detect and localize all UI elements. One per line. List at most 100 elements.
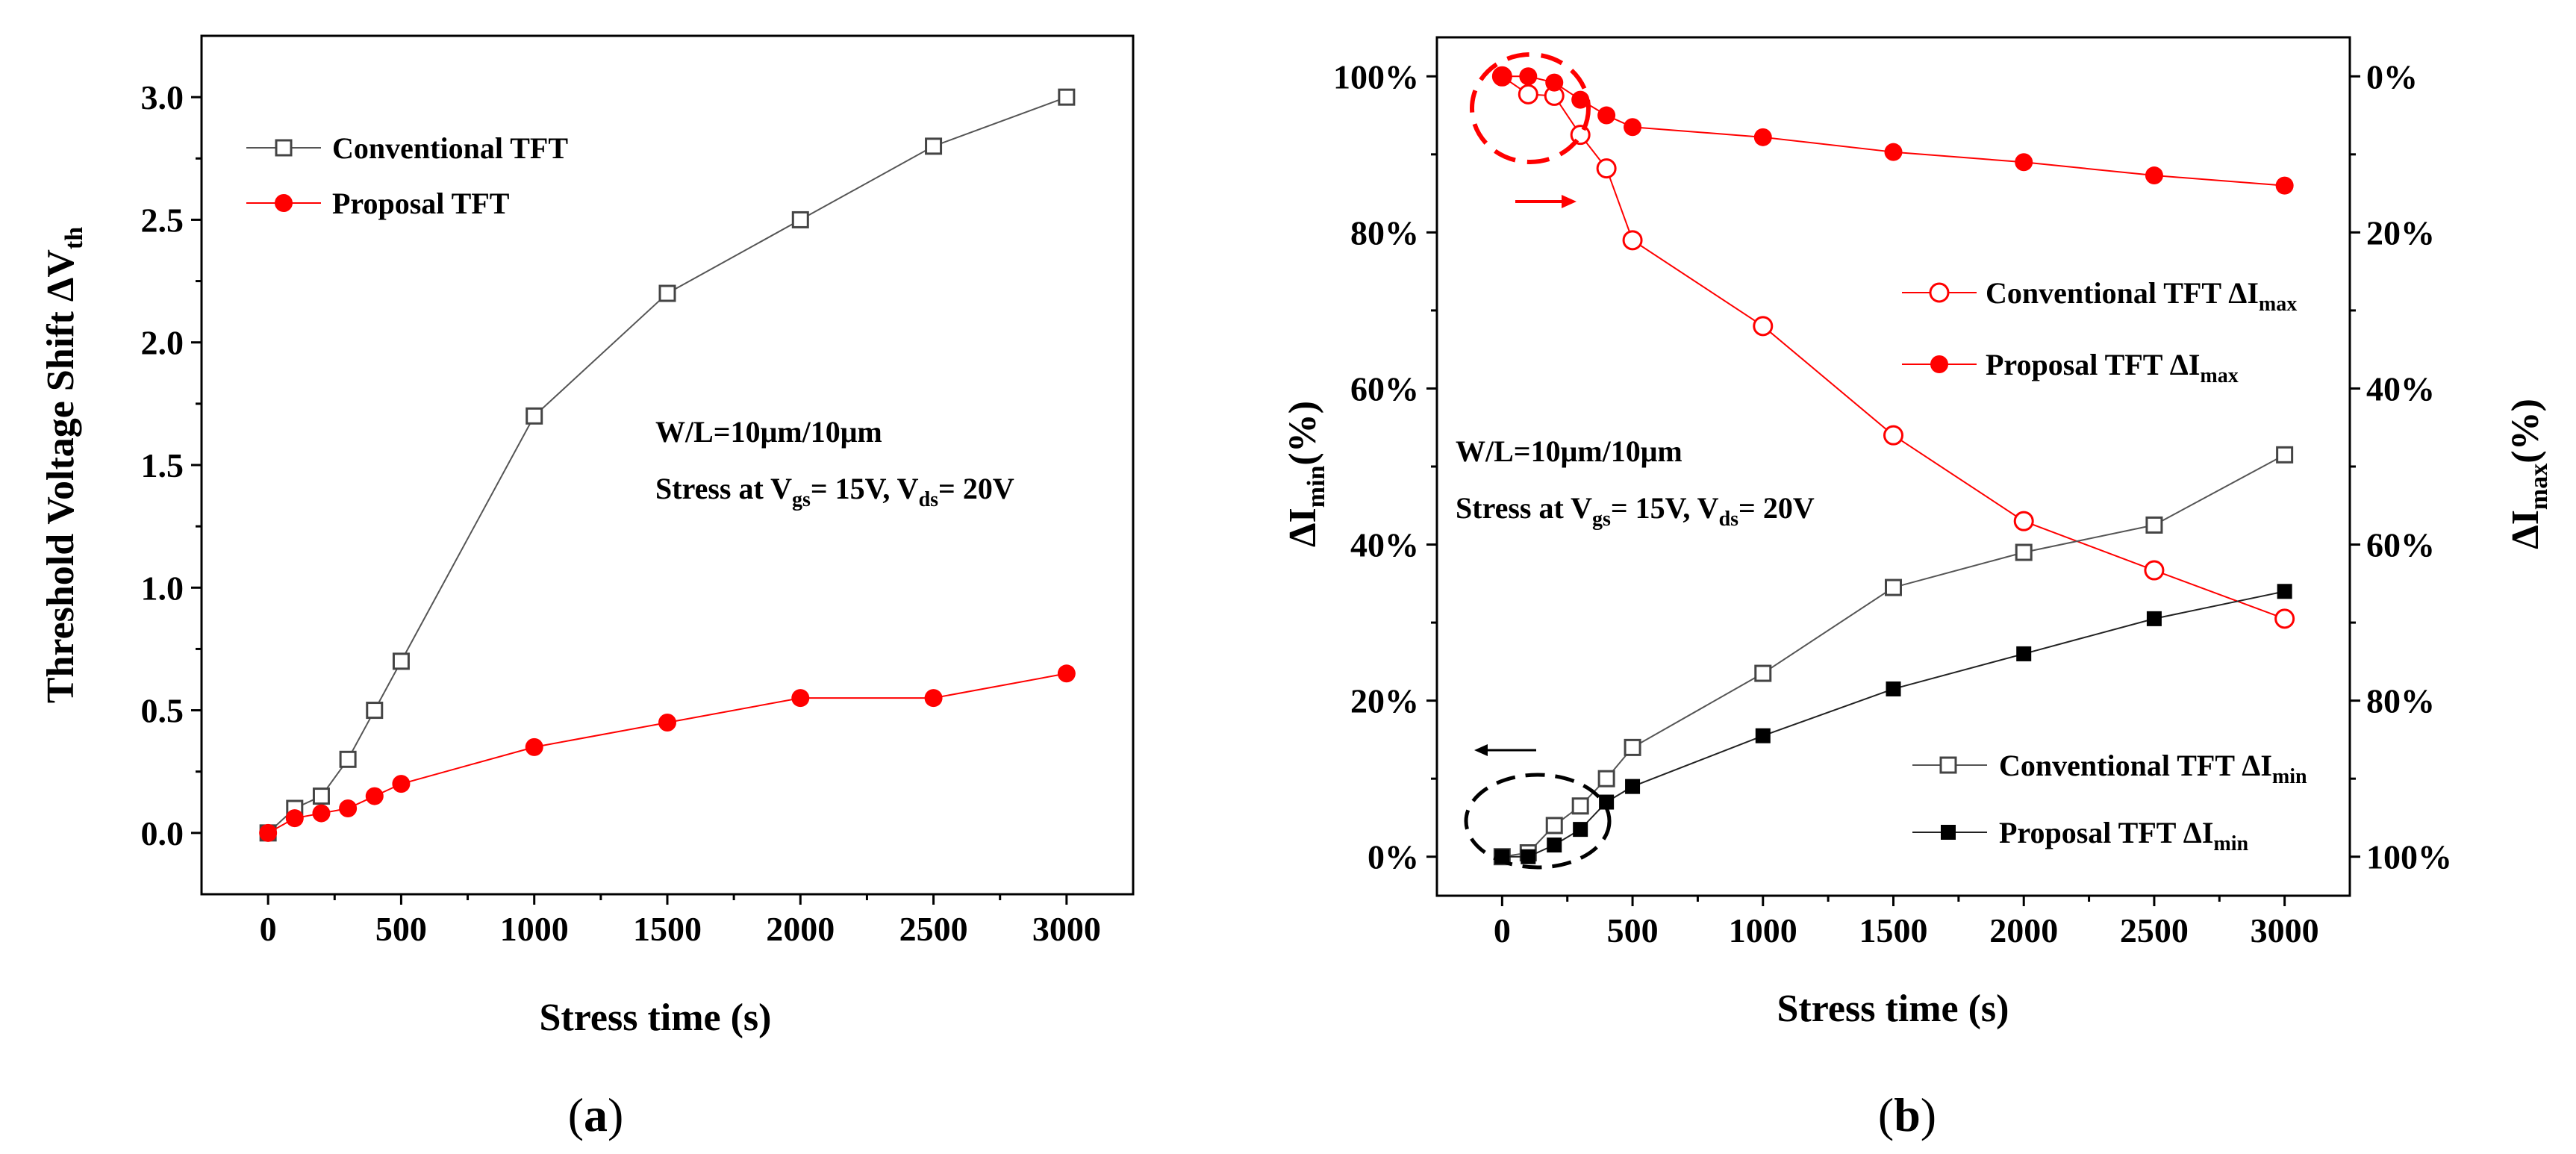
- panel-b-series-2-point: [1545, 817, 1563, 835]
- panel-a-series-0-point: [339, 750, 357, 768]
- panel-b-x-tick-label: 1500: [1859, 911, 1928, 949]
- panel-b-series-2-point: [1754, 664, 1772, 682]
- panel-a-y-tick-label: 0.5: [141, 692, 184, 730]
- panel-b-series-1-point: [1597, 106, 1616, 125]
- legend-conventional-marker: [275, 139, 293, 157]
- panel-b-annotation-line2: Stress at Vgs= 15V, Vds= 20V: [1456, 491, 1815, 531]
- panel-b-legend-max: Conventional TFT ΔImax Proposal TFT ΔIma…: [1902, 276, 2297, 387]
- panel-a-x-tick-label: 500: [375, 910, 427, 948]
- legend-prop-min-label: Proposal TFT ΔImin: [1999, 816, 2248, 855]
- panel-b-series-0-point: [1518, 84, 1538, 105]
- panel-b-series-1-point: [2275, 176, 2294, 195]
- panel-a-series-0-point: [658, 284, 676, 302]
- panel-a-series-0-point: [392, 652, 410, 670]
- panel-b-left-y-tick-label: 80%: [1350, 213, 1419, 252]
- panel-b-series-3-point: [1521, 849, 1536, 864]
- panel-a-series-0-point: [526, 407, 543, 425]
- legend-conv-max-marker: [1929, 282, 1950, 303]
- panel-a-series-1-point: [339, 799, 358, 817]
- panel-b-series-1-point: [2015, 153, 2033, 172]
- panel-b-series-2-point: [1597, 770, 1615, 787]
- panel-b-series-1-point: [1493, 67, 1512, 86]
- panel-b-right-y-tick-label: 100%: [2366, 838, 2452, 876]
- panel-b-legend-min: Conventional TFT ΔImin Proposal TFT ΔImi…: [1912, 749, 2307, 855]
- panel-a-series-1-point: [392, 775, 411, 793]
- panel-b-series-0-point: [1596, 158, 1617, 179]
- legend-conventional-label: Conventional TFT: [332, 131, 568, 165]
- panel-b-right-y-tick-label: 0%: [2366, 57, 2418, 96]
- panel-b-left-y-tick-label: 0%: [1367, 838, 1419, 876]
- panel-b-series-0-point: [2274, 608, 2295, 629]
- panel-a-y-tick-label: 2.0: [141, 324, 184, 362]
- panel-b-series-2-point: [1571, 797, 1589, 815]
- panel-a-series-1-point: [285, 809, 304, 828]
- panel-b-series-1-point: [1884, 143, 1903, 161]
- panel-b-series: [1491, 66, 2295, 866]
- panel-b-left-y-tick-label: 20%: [1350, 682, 1419, 720]
- panel-a-annotation-line1: W/L=10μm/10μm: [655, 415, 882, 449]
- panel-b-series-2-point: [1624, 738, 1641, 756]
- panel-b-series-3-point: [1886, 681, 1901, 696]
- legend-proposal-label: Proposal TFT: [332, 187, 510, 220]
- panel-a-label: (a): [568, 1088, 624, 1141]
- panel-a-series-1-point: [525, 737, 543, 756]
- panel-b-x-tick-label: 500: [1607, 911, 1659, 949]
- panel-a-series-0-point: [791, 210, 809, 228]
- panel-a-series-1-point: [312, 804, 331, 823]
- panel-b-series-3-point: [1599, 794, 1615, 810]
- panel-b-right-y-tick-label: 40%: [2366, 369, 2435, 408]
- panel-a-y-tick-label: 1.5: [141, 446, 184, 484]
- panel-a-y-axis-title: Threshold Voltage Shift ΔVth: [40, 227, 88, 703]
- panel-b-x-axis-title: Stress time (s): [1777, 988, 2009, 1030]
- panel-a-series-0-point: [925, 137, 943, 155]
- panel-b-series-0-point: [2013, 511, 2034, 531]
- panel-b-x-tick-label: 2500: [2120, 911, 2189, 949]
- legend-prop-min-marker: [1941, 825, 1956, 840]
- panel-a-y-tick-label: 2.5: [141, 201, 184, 239]
- red-right-arrow: [1515, 195, 1577, 208]
- legend-prop-max-marker: [1930, 355, 1948, 373]
- panel-b-series-3-point: [2016, 646, 2032, 661]
- panel-a-y-tick-label: 1.0: [141, 569, 184, 607]
- panel-b-series-2-point: [2145, 516, 2163, 534]
- panel-b-right-y-tick-label: 80%: [2366, 682, 2435, 720]
- panel-b-series-1-point: [1571, 90, 1590, 109]
- panel-a-series-1-point: [365, 787, 384, 805]
- panel-a-x-tick-label: 1500: [633, 910, 702, 948]
- panel-b-left-y-ticks: 0% 20% 40% 60% 80% 100%: [1333, 57, 1437, 876]
- panel-a-x-tick-label: 3000: [1032, 910, 1101, 948]
- panel-b-left-y-tick-label: 60%: [1350, 369, 1419, 408]
- panel-a-series-1-point: [658, 714, 676, 732]
- panel-a-x-tick-label: 0: [260, 910, 277, 948]
- panel-a-x-axis-title: Stress time (s): [540, 997, 772, 1039]
- panel-b-x-tick-label: 0: [1494, 911, 1511, 949]
- black-dashed-ellipse: [1464, 773, 1612, 870]
- legend-proposal-marker: [275, 194, 293, 212]
- panel-b-series-1-point: [1519, 67, 1538, 86]
- panel-a-x-tick-label: 2500: [899, 910, 968, 948]
- panel-b-series-1-point: [1753, 128, 1772, 146]
- panel-b-x-ticks: 0 500 1000 1500 2000 2500 3000: [1494, 896, 2319, 949]
- panel-b-series-1-line: [1502, 75, 2285, 187]
- panel-a-y-ticks: 0.0 0.5 1.0 1.5 2.0 2.5 3.0: [141, 78, 202, 852]
- panel-a-annotation-line2: Stress at Vgs= 15V, Vds= 20V: [655, 472, 1014, 511]
- panel-a-series-0-point: [366, 702, 384, 720]
- panel-b-series-1-point: [2145, 166, 2163, 185]
- panel-b-series-3-point: [1547, 838, 1562, 853]
- panel-b-x-tick-label: 2000: [1989, 911, 2058, 949]
- panel-b-x-tick-label: 1000: [1729, 911, 1797, 949]
- panel-b-series-3-point: [1625, 779, 1641, 794]
- legend-conv-min-label: Conventional TFT ΔImin: [1999, 749, 2307, 788]
- panel-a-chart: 0 500 1000 1500 2000 2500 3000 0.0 0.5 1.0 1.5 2.0…: [40, 34, 1135, 1141]
- panel-a-x-tick-label: 1000: [500, 910, 569, 948]
- panel-a-y-tick-label: 3.0: [141, 78, 184, 116]
- panel-b-right-y-tick-label: 60%: [2366, 526, 2435, 564]
- panel-b-left-y-tick-label: 40%: [1350, 526, 1419, 564]
- panel-b-series-0-point: [1883, 425, 1903, 446]
- panel-a-series-1-point: [259, 823, 278, 842]
- panel-b-series-0-point: [1622, 230, 1643, 251]
- panel-b-x-tick-label: 3000: [2251, 911, 2319, 949]
- panel-a-series-1-point: [791, 689, 810, 708]
- panel-b-right-y-ticks: 0% 20% 40% 60% 80% 100%: [2350, 57, 2452, 876]
